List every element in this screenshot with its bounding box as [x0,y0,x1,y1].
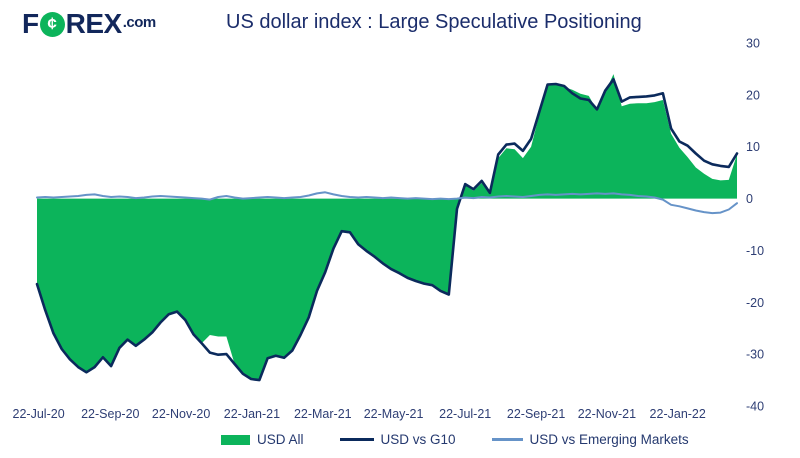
x-tick-label: 22-Mar-21 [294,407,352,421]
series-lines-group [35,78,739,382]
legend-label-usd-vs-em: USD vs Emerging Markets [529,432,689,447]
y-tick-label: -10 [746,244,764,258]
x-tick-label: 22-Jan-21 [224,407,280,421]
legend-label-usd-vs-g10: USD vs G10 [380,432,456,447]
legend-item-usd-vs-em: USD vs Emerging Markets [491,432,689,447]
y-tick-label: 10 [746,140,760,154]
y-tick-label: 0 [746,192,753,206]
usd-all-area-group [37,74,737,381]
x-tick-label: 22-Jan-22 [650,407,706,421]
forex-logo-cent-icon: ¢ [39,11,65,37]
y-tick-label: -40 [746,400,764,414]
x-tick-label: 22-Nov-20 [152,407,210,421]
y-tick-label: 30 [746,37,760,51]
chart-title: US dollar index : Large Speculative Posi… [226,11,642,33]
usd-vs-em-line [36,191,738,215]
usd-all-area [37,74,737,381]
legend-item-usd-vs-g10: USD vs G10 [339,432,456,447]
usd-vs-g10-line [35,78,739,382]
usd-vs-em-swatch-icon [491,438,523,441]
logo-text-rex: REX [65,8,123,39]
logo-text-com: .com [122,14,157,31]
legend-label-usd-all: USD All [257,432,304,447]
x-tick-label: 22-Jul-21 [439,407,491,421]
y-tick-label: -20 [746,296,764,310]
x-tick-label: 22-Sep-20 [81,407,139,421]
usd-all-swatch-icon [221,434,250,445]
x-axis-labels: 22-Jul-20 22-Sep-20 22-Nov-20 22-Jan-21 22-M… [13,407,706,421]
chart-legend: USD All USD vs G10 USD vs Emerging Marke… [221,432,689,447]
y-tick-label: 20 [746,88,760,102]
x-tick-label: 22-Jul-20 [13,407,65,421]
cent-glyph: ¢ [47,14,57,33]
forex-com-logo: F ¢ REX .com [22,8,156,40]
x-tick-label: 22-Nov-21 [578,407,636,421]
logo-text-f: F [22,8,39,39]
legend-item-usd-all: USD All [221,432,304,447]
usd-vs-g10-swatch-icon [339,438,374,441]
y-axis-labels: 30 20 10 0 -10 -20 -30 -40 [746,37,764,414]
x-tick-label: 22-May-21 [364,407,424,421]
x-tick-label: 22-Sep-21 [507,407,565,421]
y-tick-label: -30 [746,348,764,362]
